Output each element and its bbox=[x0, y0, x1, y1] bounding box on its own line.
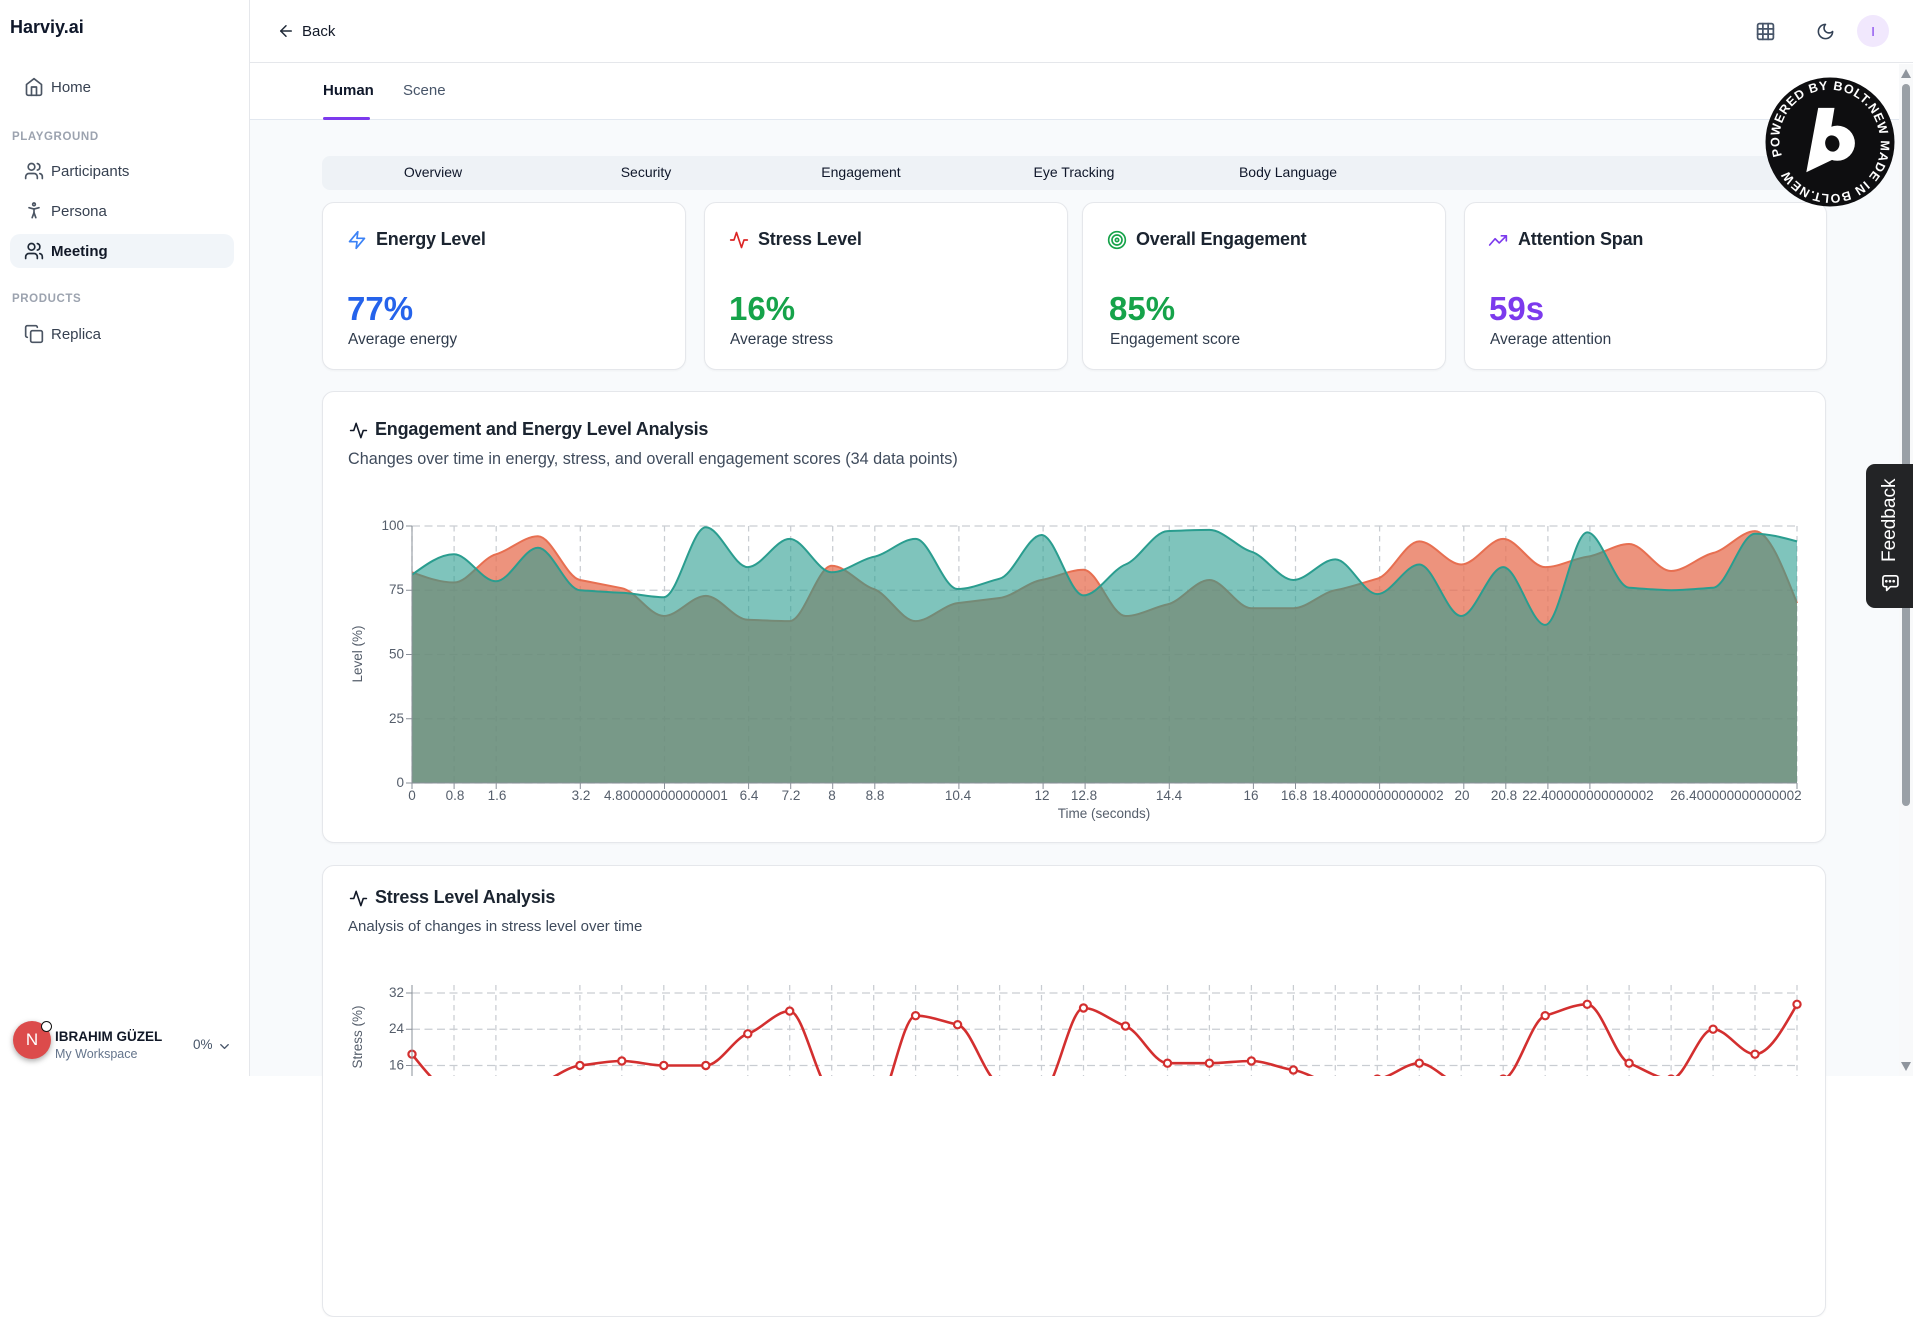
svg-text:3.2: 3.2 bbox=[572, 788, 591, 803]
svg-text:20: 20 bbox=[1454, 788, 1469, 803]
svg-text:0: 0 bbox=[396, 775, 404, 790]
svg-text:12.8: 12.8 bbox=[1071, 788, 1097, 803]
svg-text:50: 50 bbox=[389, 647, 404, 662]
svg-text:18.400000000000002: 18.400000000000002 bbox=[1312, 788, 1443, 803]
svg-text:7.2: 7.2 bbox=[782, 788, 801, 803]
svg-text:100: 100 bbox=[381, 518, 404, 533]
svg-text:0.8: 0.8 bbox=[446, 788, 465, 803]
svg-text:75: 75 bbox=[389, 582, 404, 597]
svg-text:24: 24 bbox=[389, 1021, 405, 1036]
svg-text:32: 32 bbox=[389, 985, 404, 1000]
svg-text:14.4: 14.4 bbox=[1156, 788, 1183, 803]
svg-text:16: 16 bbox=[389, 1058, 404, 1073]
svg-text:8.8: 8.8 bbox=[866, 788, 885, 803]
svg-text:6.4: 6.4 bbox=[740, 788, 759, 803]
svg-text:8: 8 bbox=[828, 788, 836, 803]
svg-text:25: 25 bbox=[389, 711, 404, 726]
svg-text:Level (%): Level (%) bbox=[350, 625, 365, 682]
svg-text:26.400000000000002: 26.400000000000002 bbox=[1670, 788, 1801, 803]
svg-text:10.4: 10.4 bbox=[945, 788, 972, 803]
svg-text:20.8: 20.8 bbox=[1491, 788, 1517, 803]
svg-text:1.6: 1.6 bbox=[488, 788, 507, 803]
svg-text:16.8: 16.8 bbox=[1281, 788, 1307, 803]
svg-text:22.400000000000002: 22.400000000000002 bbox=[1522, 788, 1653, 803]
svg-text:12: 12 bbox=[1034, 788, 1049, 803]
svg-text:4.800000000000001: 4.800000000000001 bbox=[604, 788, 728, 803]
svg-text:Stress (%): Stress (%) bbox=[350, 1005, 365, 1068]
svg-text:0: 0 bbox=[408, 788, 416, 803]
svg-text:16: 16 bbox=[1243, 788, 1258, 803]
svg-text:Time (seconds): Time (seconds) bbox=[1058, 806, 1151, 821]
